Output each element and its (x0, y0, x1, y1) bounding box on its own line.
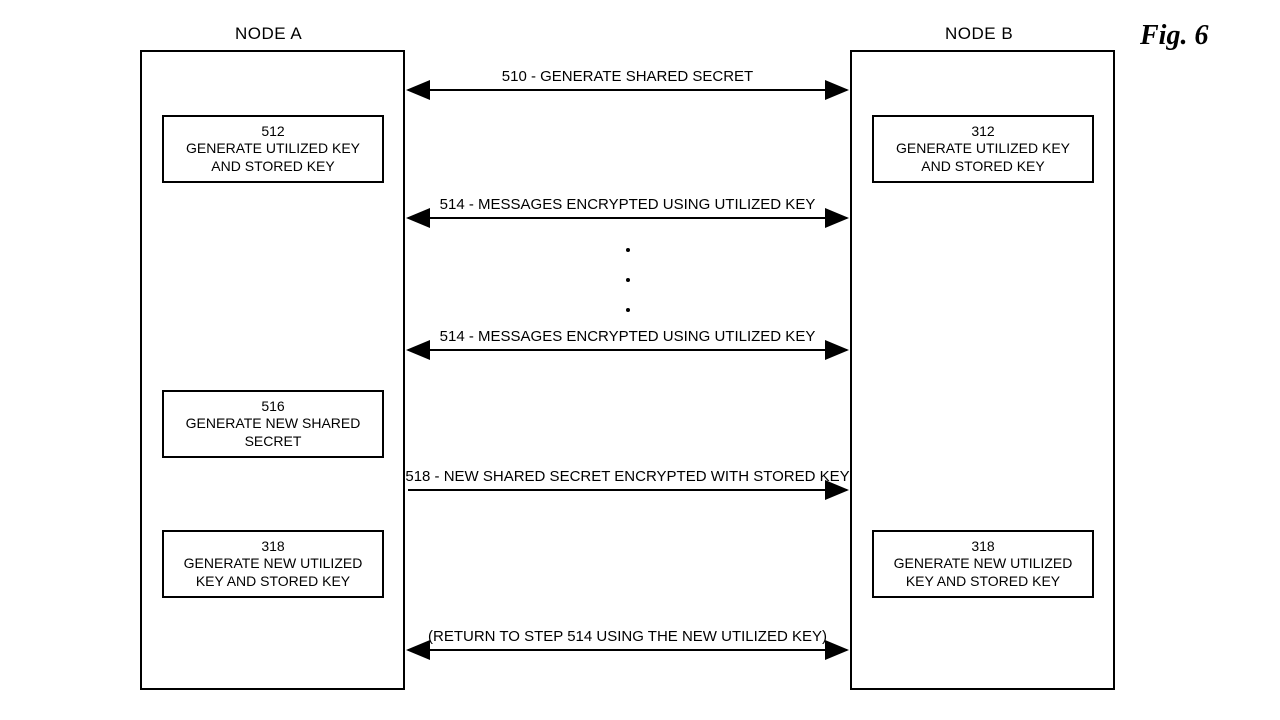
step-text: GENERATE UTILIZED KEYAND STORED KEY (186, 140, 360, 175)
ellipsis-dot (626, 278, 630, 282)
step-number: 318 (971, 538, 994, 556)
step-312: 312 GENERATE UTILIZED KEYAND STORED KEY (872, 115, 1094, 183)
step-318-b: 318 GENERATE NEW UTILIZEDKEY AND STORED … (872, 530, 1094, 598)
step-text: GENERATE NEW SHAREDSECRET (186, 415, 361, 450)
node-a-label: NODE A (235, 24, 302, 44)
ellipsis-dot (626, 308, 630, 312)
step-number: 516 (261, 398, 284, 416)
step-text: GENERATE UTILIZED KEYAND STORED KEY (896, 140, 1070, 175)
arrow-label-return: (RETURN TO STEP 514 USING THE NEW UTILIZ… (398, 628, 858, 645)
step-516: 516 GENERATE NEW SHAREDSECRET (162, 390, 384, 458)
step-number: 318 (261, 538, 284, 556)
step-318-a: 318 GENERATE NEW UTILIZEDKEY AND STORED … (162, 530, 384, 598)
step-text: GENERATE NEW UTILIZEDKEY AND STORED KEY (184, 555, 363, 590)
step-number: 512 (261, 123, 284, 141)
figure-label: Fig. 6 (1140, 20, 1208, 52)
arrow-label-510: 510 - GENERATE SHARED SECRET (398, 68, 858, 85)
arrow-label-518: 518 - NEW SHARED SECRET ENCRYPTED WITH S… (398, 468, 858, 485)
step-text: GENERATE NEW UTILIZEDKEY AND STORED KEY (894, 555, 1073, 590)
step-512: 512 GENERATE UTILIZED KEYAND STORED KEY (162, 115, 384, 183)
ellipsis-dot (626, 248, 630, 252)
step-number: 312 (971, 123, 994, 141)
arrow-label-514b: 514 - MESSAGES ENCRYPTED USING UTILIZED … (398, 328, 858, 345)
arrow-label-514a: 514 - MESSAGES ENCRYPTED USING UTILIZED … (398, 196, 858, 213)
node-b-label: NODE B (945, 24, 1013, 44)
